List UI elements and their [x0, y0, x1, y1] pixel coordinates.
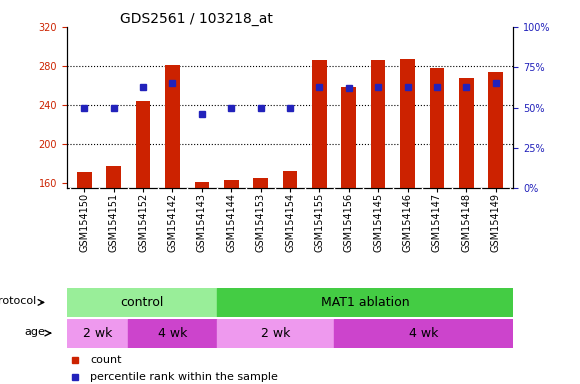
- Text: GSM154148: GSM154148: [461, 193, 472, 252]
- Text: 4 wk: 4 wk: [409, 327, 438, 339]
- Text: GSM154150: GSM154150: [79, 193, 89, 252]
- Text: GSM154151: GSM154151: [108, 193, 119, 252]
- Text: GSM154144: GSM154144: [226, 193, 236, 252]
- Bar: [342, 86, 356, 188]
- Text: protocol: protocol: [0, 296, 37, 306]
- Bar: [400, 59, 415, 188]
- Text: 4 wk: 4 wk: [158, 327, 187, 339]
- Bar: [430, 68, 444, 188]
- Text: GSM154145: GSM154145: [373, 193, 383, 252]
- Text: age: age: [24, 327, 45, 337]
- Bar: [216, 288, 513, 317]
- Text: 2 wk: 2 wk: [83, 327, 113, 339]
- Text: control: control: [120, 296, 164, 309]
- Text: GSM154155: GSM154155: [314, 193, 324, 252]
- Bar: [77, 172, 92, 188]
- Bar: [459, 78, 474, 188]
- Bar: [312, 60, 327, 188]
- Text: GSM154153: GSM154153: [256, 193, 266, 252]
- Text: GSM154143: GSM154143: [197, 193, 207, 252]
- Text: GSM154152: GSM154152: [138, 193, 148, 252]
- Bar: [282, 170, 298, 188]
- Bar: [165, 65, 180, 188]
- Text: GSM154147: GSM154147: [432, 193, 442, 252]
- Bar: [67, 319, 128, 348]
- Text: GDS2561 / 103218_at: GDS2561 / 103218_at: [120, 12, 273, 26]
- Bar: [224, 180, 238, 188]
- Bar: [136, 101, 150, 188]
- Text: 2 wk: 2 wk: [260, 327, 290, 339]
- Text: GSM154154: GSM154154: [285, 193, 295, 252]
- Text: GSM154142: GSM154142: [168, 193, 177, 252]
- Bar: [216, 319, 334, 348]
- Text: MAT1 ablation: MAT1 ablation: [321, 296, 409, 309]
- Text: percentile rank within the sample: percentile rank within the sample: [90, 372, 278, 382]
- Text: GSM154156: GSM154156: [344, 193, 354, 252]
- Bar: [128, 319, 216, 348]
- Text: GSM154149: GSM154149: [491, 193, 501, 252]
- Bar: [67, 288, 216, 317]
- Text: count: count: [90, 355, 121, 365]
- Bar: [488, 72, 503, 188]
- Bar: [334, 319, 513, 348]
- Text: GSM154146: GSM154146: [403, 193, 412, 252]
- Bar: [106, 166, 121, 188]
- Bar: [194, 182, 209, 188]
- Bar: [371, 60, 386, 188]
- Bar: [253, 179, 268, 188]
